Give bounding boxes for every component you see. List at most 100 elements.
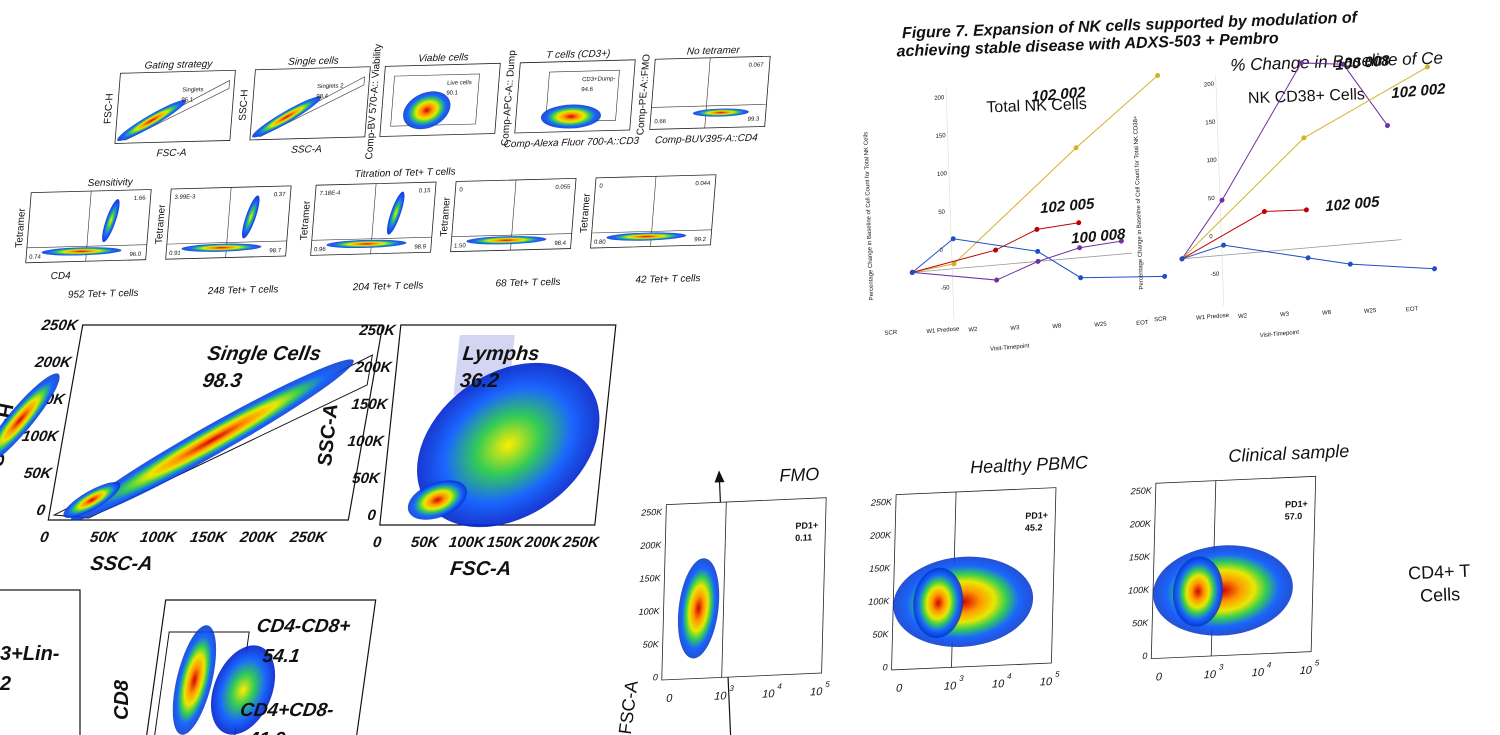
x-tick-exponent: 3 (1219, 662, 1224, 671)
x-axis-label: FSC-A (156, 148, 187, 160)
x-axis-label: SSC-A (89, 553, 155, 575)
gate-name: PD1+ (1285, 499, 1308, 510)
gate-label: 0.66 (654, 119, 667, 125)
x-axis-label: FSC-A (449, 558, 512, 580)
density-blob (692, 108, 749, 117)
y-tick-label: 0 (882, 662, 887, 672)
gating-panel: T cells (CD3+)Comp-Alexa Fluor 700-A::CD… (500, 48, 640, 151)
density-blob (326, 239, 407, 249)
gate-label: 0.044 (695, 181, 711, 187)
y-tick-label: 100K (638, 606, 660, 617)
y-tick-label: 50K (351, 470, 381, 487)
x-axis-label: Visit-Timepoint (1260, 330, 1300, 339)
y-axis-label: FSC-H (102, 93, 115, 124)
y-tick-label: 50K (23, 465, 55, 482)
x-axis-label: Comp-BUV395-A::CD4 (655, 133, 759, 147)
y-tick-label: 100K (347, 433, 386, 450)
x-axis-label: Comp-Alexa Fluor 700-A::CD3 (503, 136, 640, 151)
y-tick-label: 0 (35, 502, 47, 519)
series-point (1076, 220, 1082, 226)
series-label: 102 002 (1031, 84, 1086, 106)
y-tick-label: 250K (1130, 485, 1153, 496)
y-tick-label: 100K (1128, 585, 1150, 596)
x-tick-exponent: 3 (959, 674, 964, 683)
density-blob (102, 199, 120, 243)
panel-title: Titration of Tet+ T cells (354, 167, 455, 181)
series-point (951, 261, 957, 267)
x-tick-label: W2 (1238, 313, 1248, 320)
x-tick-label: 10 (1252, 667, 1265, 680)
y-tick-label: 0 (367, 507, 378, 524)
cd8-plot: CD4-CD8+ 54.1 CD4+CD8- 41.9 (143, 599, 377, 735)
nk-chart: 200 150 100 50 0 -50 SCR W1 Predose W2 W3 W8 W25 EOT… (1133, 52, 1446, 339)
x-axis-label: SSC-A (291, 144, 323, 156)
y-tick-label: 250K (640, 507, 663, 518)
y-tick-label: 200K (639, 540, 662, 551)
gate-label: 3.99E-3 (174, 194, 196, 201)
density-blob (913, 567, 964, 638)
cell-count: 204 Tet+ T cells (352, 280, 424, 293)
quadrant-line (166, 240, 287, 245)
gate-value: 54.1 (261, 646, 301, 667)
y-axis-label: Tetramer (154, 204, 168, 244)
y-tick-label: 250K (39, 317, 80, 334)
large-plot: Lymphs36.20050K50K100K100K150K150K200K20… (314, 322, 617, 580)
panel-title: Single cells (288, 56, 339, 68)
x-tick-exponent: 4 (1007, 672, 1012, 681)
gate-label: 98.4 (316, 94, 329, 100)
gate-label: 0.80 (594, 240, 607, 246)
x-tick-label: 150K (486, 534, 525, 551)
gate-label: 0.37 (274, 192, 287, 198)
series-point (1261, 209, 1267, 215)
x-axis-label: Visit-Timepoint (990, 343, 1030, 352)
gate-label: 7.18E-4 (319, 191, 341, 198)
gate-label: 98.7 (269, 248, 282, 254)
x-tick-exponent: 5 (1315, 658, 1320, 667)
row-label: Cells (1420, 584, 1461, 606)
gating-panel: No tetramerComp-BUV395-A::CD4Comp-PE-A::… (635, 45, 771, 147)
cell-count: 68 Tet+ T cells (495, 277, 560, 290)
y-axis-label: Tetramer (14, 207, 28, 247)
series-point (1034, 226, 1040, 232)
x-tick-label: 10 (810, 686, 823, 699)
y-tick-label: 50K (872, 629, 889, 640)
y-tick-label: 150K (639, 573, 661, 584)
x-tick-label: 200K (523, 534, 563, 551)
series-label: 102 005 (1040, 195, 1095, 217)
series-point (1155, 72, 1161, 79)
y-axis-label: Percentage Change in Baseline of Cell Co… (1133, 115, 1145, 290)
axis-line (912, 252, 1132, 273)
gate-name: PD1+ (1025, 510, 1048, 521)
x-tick-label: 0 (896, 682, 903, 694)
panel-title: No tetramer (686, 45, 740, 57)
x-tick-label: 100K (139, 529, 179, 546)
x-tick-label: W25 (1364, 308, 1377, 315)
quadrant-line (651, 104, 767, 108)
panel-title: FMO (779, 464, 820, 486)
density-blob (181, 243, 262, 252)
y-axis-label: Tetramer (439, 196, 453, 236)
gate-name: CD4+CD8- (239, 700, 335, 721)
titration-panel: Tetramer 7.18E-4 0.15 0.96 98.9 (299, 181, 437, 256)
cell-count: 952 Tet+ T cells (68, 288, 139, 301)
gate-label: Singlets 2 (317, 83, 344, 90)
x-tick-label: W1 Predose (926, 326, 960, 335)
gate-label: 95.1 (181, 97, 194, 103)
density-blob (0, 373, 60, 467)
series-label: 102 002 (1391, 80, 1446, 102)
series-point (1162, 273, 1168, 279)
x-axis-label: CD4 (51, 271, 72, 283)
panel-title: Sensitivity (88, 177, 134, 189)
plot-frame (0, 589, 81, 735)
gate-line (721, 502, 727, 678)
density-blob (1172, 556, 1223, 627)
x-tick-label: SCR (1154, 316, 1168, 323)
y-tick-label: 200 (1204, 82, 1215, 89)
gate-name: Lymphs (462, 343, 541, 365)
gate-value: 0.11 (795, 532, 812, 543)
series-line (912, 75, 1158, 273)
